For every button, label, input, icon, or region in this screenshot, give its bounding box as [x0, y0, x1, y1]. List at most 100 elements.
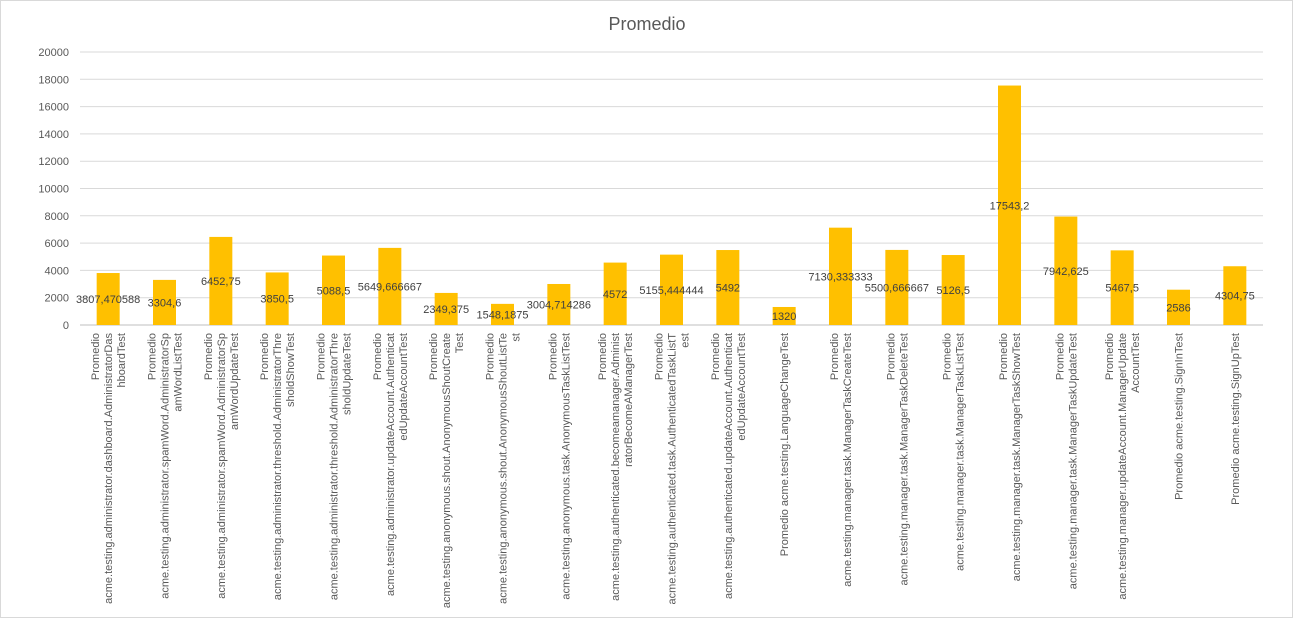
data-label: 5155,444444	[639, 285, 703, 297]
data-label: 7942,625	[1043, 266, 1089, 278]
bar	[941, 255, 965, 325]
bar	[209, 236, 233, 325]
x-category-label: Promedio acme.testing.SignUpTest	[1230, 333, 1242, 505]
x-category-label-line: acme.testing.anonymous.shout.AnonymousSh…	[441, 333, 453, 608]
x-category-label-line: sholdShowTest	[285, 333, 297, 407]
bar	[998, 85, 1021, 326]
x-category-label-line: acme.testing.manager.task.ManagerTaskSho…	[1011, 333, 1023, 581]
x-category-label-line: acme.testing.administrator.updateAccount…	[385, 333, 397, 596]
x-category-label-line: Promedio	[998, 333, 1010, 380]
x-category-label: Promedio acme.testing.SignInTest	[1174, 333, 1186, 500]
data-label: 5649,666667	[358, 281, 422, 293]
x-category-label: Promedio acme.testing.manager.task.Manage…	[885, 333, 910, 586]
y-tick-label: 6000	[45, 238, 69, 250]
x-category-label: Promedio acme.testing.manager.task.Manage…	[1054, 333, 1079, 589]
data-label: 1320	[772, 311, 796, 323]
x-category-label: Promedio acme.testing.anonymous.shout.Ano…	[428, 333, 466, 608]
x-category-label-line: acme.testing.manager.task.ManagerTaskDel…	[898, 333, 910, 586]
x-category-label: Promedio acme.testing.manager.task.Manage…	[829, 333, 854, 587]
x-category-label-line: acme.testing.manager.task.ManagerTaskCre…	[842, 333, 854, 587]
x-category-label-line: est	[680, 333, 692, 348]
y-tick-label: 10000	[38, 184, 69, 196]
bar	[1054, 216, 1078, 325]
x-category-label-line: acme.testing.manager.updateAccount.Manag…	[1117, 333, 1129, 600]
x-category-label-line: acme.testing.administrator.spamWord.Admi…	[160, 333, 172, 599]
y-tick-label: 14000	[38, 129, 69, 141]
x-category-label-line: Promedio acme.testing.SignUpTest	[1230, 333, 1242, 505]
x-category-label-line: Promedio	[203, 333, 215, 380]
bar	[265, 272, 289, 325]
x-category-label-line: acme.testing.anonymous.shout.AnonymousSh…	[498, 333, 510, 604]
x-category-label: Promedio acme.testing.LanguageChangeTest	[779, 333, 791, 556]
x-category-label-line: acme.testing.administrator.dashboard.Adm…	[103, 333, 115, 604]
chart-title: Promedio	[608, 14, 685, 34]
x-category-label-line: AccountTest	[1130, 333, 1142, 393]
bar	[885, 249, 909, 325]
x-category-label-line: amWordListTest	[173, 333, 185, 412]
x-category-label-line: Promedio	[1054, 333, 1066, 380]
data-label: 3004,714286	[527, 299, 591, 311]
x-category-label-line: Promedio	[597, 333, 609, 380]
bar	[153, 279, 176, 325]
x-category-label-line: Promedio acme.testing.SignInTest	[1174, 333, 1186, 500]
data-label: 2349,375	[423, 304, 469, 316]
data-label: 5088,5	[317, 285, 351, 297]
data-label: 3850,5	[260, 294, 294, 306]
x-category-label-line: ratorBecomeAManagerTest	[623, 333, 635, 467]
bar	[716, 250, 740, 325]
x-category-label: Promedio acme.testing.administrator.spamW…	[203, 333, 241, 599]
bar	[1110, 250, 1134, 325]
y-tick-label: 8000	[45, 211, 69, 223]
x-category-label-line: Promedio	[710, 333, 722, 380]
x-category-label-line: Promedio	[90, 333, 102, 380]
x-category-label-line: Promedio acme.testing.LanguageChangeTest	[779, 333, 791, 556]
data-label: 1548,1875	[477, 309, 529, 321]
bar	[772, 306, 796, 325]
x-category-label: Promedio acme.testing.authenticated.updat…	[710, 333, 748, 599]
data-label: 5467,5	[1105, 283, 1139, 295]
data-label: 3304,6	[148, 297, 182, 309]
x-category-label-line: Promedio	[372, 333, 384, 380]
x-category-label: Promedio acme.testing.administrator.spamW…	[147, 333, 185, 599]
bar	[322, 255, 345, 325]
bar	[491, 303, 514, 325]
x-category-label: Promedio acme.testing.anonymous.shout.Ano…	[485, 333, 523, 604]
x-category-label-line: Promedio	[885, 333, 897, 380]
bar	[547, 283, 571, 325]
data-label: 3807,470588	[76, 294, 140, 306]
x-category-label-line: acme.testing.authenticated.becomeamanage…	[610, 333, 622, 601]
x-category-label: Promedio acme.testing.administrator.updat…	[372, 333, 410, 596]
x-category-label-line: acme.testing.administrator.threshold.Adm…	[329, 333, 341, 600]
y-tick-label: 12000	[38, 156, 69, 168]
data-label: 5500,666667	[865, 282, 929, 294]
x-category-label-line: Promedio	[316, 333, 328, 380]
x-category-label: Promedio acme.testing.manager.updateAccou…	[1104, 333, 1142, 600]
bar	[603, 262, 627, 325]
x-category-label-line: Test	[454, 333, 466, 353]
x-category-label-line: edUpdateAccountTest	[398, 333, 410, 441]
data-label: 6452,75	[201, 276, 241, 288]
x-category-label: Promedio acme.testing.manager.task.Manage…	[998, 333, 1023, 581]
bar	[96, 273, 120, 325]
x-category-label-line: Promedio	[547, 333, 559, 380]
x-category-label: Promedio acme.testing.authenticated.task.…	[654, 333, 692, 605]
bar	[1167, 289, 1190, 325]
data-label: 17543,2	[990, 200, 1030, 212]
data-label: 5492	[716, 283, 740, 295]
x-category-label-line: Promedio	[829, 333, 841, 380]
y-tick-label: 18000	[38, 74, 69, 86]
x-category-label-line: Promedio	[485, 333, 497, 380]
y-tick-label: 4000	[45, 265, 69, 277]
x-category-label-line: acme.testing.anonymous.task.AnonymousTas…	[560, 333, 572, 600]
data-labels: 3807,470588 3304,6 6452,75 3850,5 5088,5 5649…	[76, 200, 1255, 323]
x-category-label-line: acme.testing.administrator.threshold.Adm…	[272, 333, 284, 600]
x-category-label-line: Promedio	[147, 333, 159, 380]
x-category-label: Promedio acme.testing.administrator.dashb…	[90, 333, 128, 604]
x-category-label-line: edUpdateAccountTest	[736, 333, 748, 441]
data-label: 7130,333333	[808, 271, 872, 283]
bar	[660, 254, 683, 325]
data-label: 4304,75	[1215, 291, 1255, 303]
x-category-label-line: acme.testing.authenticated.updateAccount…	[723, 333, 735, 599]
x-category-label: Promedio acme.testing.manager.task.Manage…	[942, 333, 967, 571]
